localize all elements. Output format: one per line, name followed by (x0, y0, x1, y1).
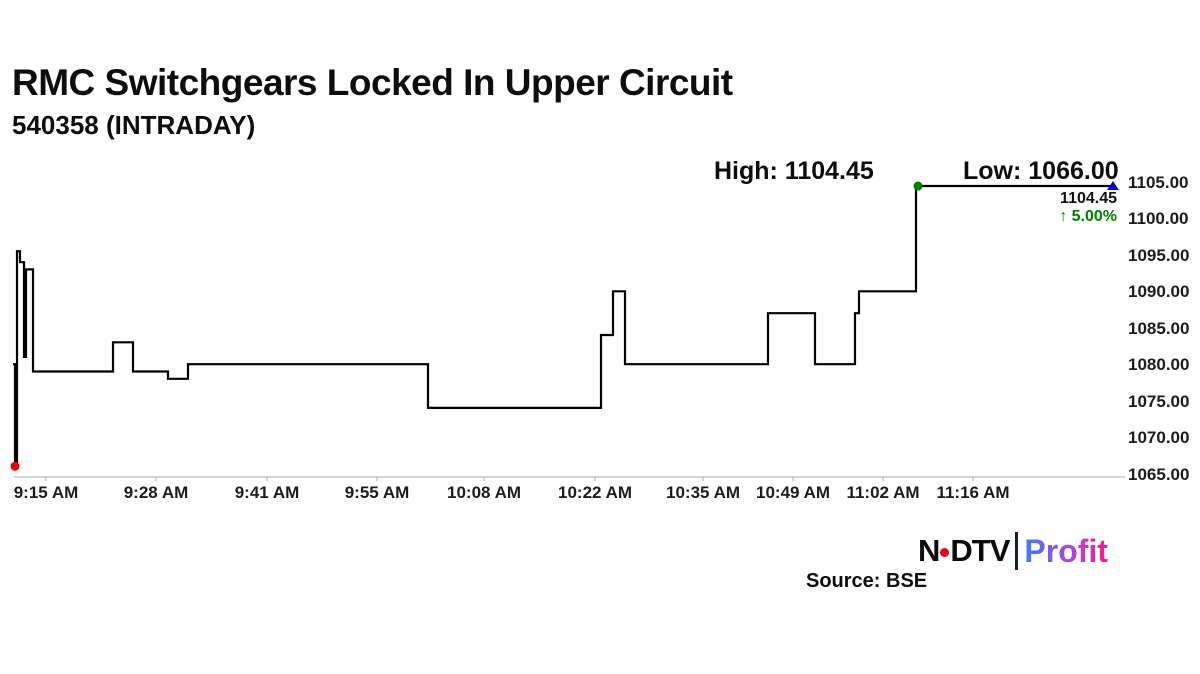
symbol-subtitle: 540358 (INTRADAY) (12, 110, 256, 140)
y-axis-label-2: 1095.00 (1128, 245, 1190, 265)
page-title: RMC Switchgears Locked In Upper Circuit (12, 62, 733, 103)
x-axis-label-2: 9:41 AM (234, 483, 300, 502)
y-axis-label-4: 1085.00 (1128, 318, 1190, 338)
ndtv-red-dot-icon (940, 547, 950, 557)
open-low-marker (10, 461, 20, 471)
low-value-label: Low: 1066.00 (963, 157, 1119, 185)
x-axis-label-9: 11:16 AM (936, 483, 1010, 502)
ndtv-letters-dtv: DTV (950, 533, 1010, 568)
ndtv-wordmark: N DTV (918, 533, 1010, 569)
percent-change-value: ↑ 5.00% (1059, 208, 1117, 225)
high-marker (913, 181, 923, 191)
price-step-line (13, 184, 1113, 468)
x-axis-tick-marks (45, 477, 974, 481)
ndtv-profit-logo: N DTV Profit (918, 532, 1108, 570)
y-axis-label-3: 1090.00 (1128, 282, 1190, 302)
x-axis-label-0: 9:15 AM (13, 483, 79, 502)
y-axis-label-8: 1065.00 (1128, 464, 1190, 484)
x-axis-label-1: 9:28 AM (123, 483, 189, 502)
x-axis-label-4: 10:08 AM (446, 483, 522, 502)
source-label: Source: BSE (806, 570, 928, 592)
profit-wordmark: Profit (1024, 532, 1108, 569)
logo-divider (1015, 532, 1019, 570)
x-axis-label-7: 10:49 AM (755, 483, 831, 502)
x-axis-label-3: 9:55 AM (344, 483, 410, 502)
x-axis-label-8: 11:02 AM (846, 483, 920, 502)
price-markers (10, 181, 1119, 471)
x-axis-label-5: 10:22 AM (557, 483, 633, 502)
last-marker (1107, 181, 1119, 191)
y-axis-label-6: 1075.00 (1128, 391, 1190, 411)
ndtv-letter-n: N (918, 533, 940, 568)
last-price-value: 1104.45 (1060, 190, 1117, 207)
high-value-label: High: 1104.45 (714, 157, 874, 185)
y-axis-label-7: 1070.00 (1128, 428, 1190, 448)
last-trade-annotation: 1104.45 ↑ 5.00% (1003, 190, 1117, 225)
y-axis-label-0: 1105.00 (1128, 173, 1189, 192)
x-axis-label-6: 10:35 AM (665, 483, 741, 502)
y-axis-label-1: 1100.00 (1128, 209, 1189, 229)
y-axis-label-5: 1080.00 (1128, 355, 1190, 375)
